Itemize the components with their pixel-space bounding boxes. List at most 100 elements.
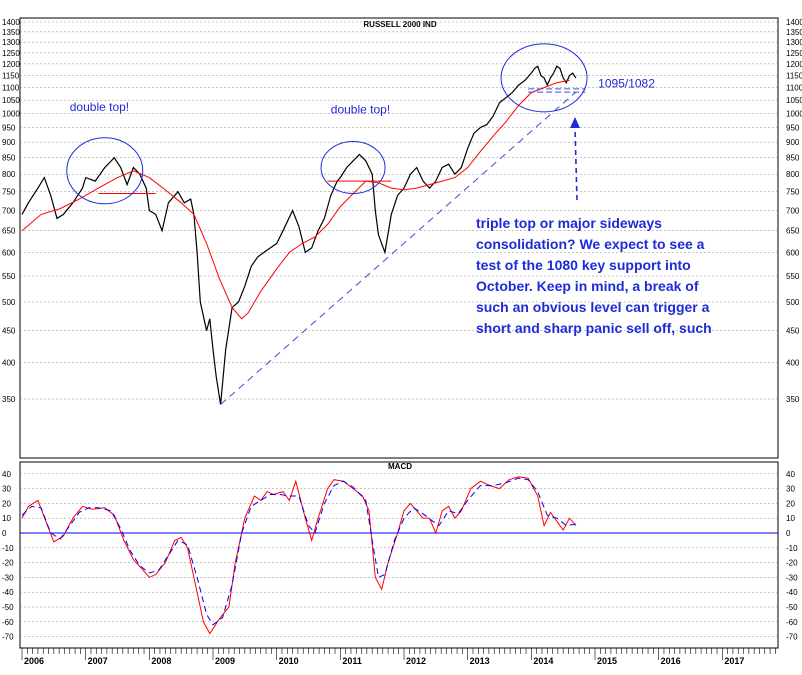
- price-y-tick-right: 500: [786, 298, 800, 307]
- double-top-ellipse: [66, 137, 144, 205]
- macd-y-tick-right: -40: [786, 588, 798, 597]
- commentary-line: consolidation? We expect to see a: [476, 236, 705, 252]
- price-y-tick-left: 900: [2, 138, 16, 147]
- commentary-line: October. Keep in mind, a break of: [476, 278, 699, 294]
- macd-y-tick-left: -30: [2, 573, 14, 582]
- x-tick-label: 2014: [533, 656, 553, 666]
- price-y-tick-left: 1300: [2, 38, 20, 47]
- price-y-tick-right: 450: [786, 327, 800, 336]
- price-y-tick-right: 950: [786, 123, 800, 132]
- price-y-tick-left: 400: [2, 359, 16, 368]
- arrow-head: [570, 117, 580, 128]
- price-y-tick-right: 1150: [786, 71, 802, 80]
- price-y-tick-left: 450: [2, 327, 16, 336]
- annotation-text: double top!: [331, 103, 390, 117]
- x-tick-label: 2008: [151, 656, 171, 666]
- macd-line: [21, 476, 577, 635]
- triple-top-ellipse: [500, 43, 588, 113]
- price-y-tick-right: 350: [786, 395, 800, 404]
- price-y-tick-right: 1300: [786, 38, 802, 47]
- support-trendline: [220, 91, 577, 405]
- annotation-text: 1095/1082: [598, 77, 655, 91]
- price-y-tick-left: 950: [2, 123, 16, 132]
- price-y-tick-left: 1100: [2, 84, 20, 93]
- price-y-tick-left: 1400: [2, 18, 20, 27]
- x-tick-label: 2011: [342, 656, 362, 666]
- price-y-tick-right: 400: [786, 359, 800, 368]
- x-tick-label: 2009: [215, 656, 235, 666]
- macd-y-tick-right: 30: [786, 485, 795, 494]
- price-y-tick-right: 750: [786, 188, 800, 197]
- macd-y-tick-left: 30: [2, 485, 11, 494]
- price-y-tick-right: 1350: [786, 28, 802, 37]
- price-y-tick-left: 600: [2, 248, 16, 257]
- macd-y-tick-left: -60: [2, 618, 14, 627]
- price-y-tick-right: 1400: [786, 18, 802, 27]
- price-y-tick-right: 1250: [786, 49, 802, 58]
- price-y-tick-right: 850: [786, 154, 800, 163]
- price-y-tick-right: 1200: [786, 60, 802, 69]
- commentary-line: short and sharp panic sell off, such: [476, 320, 712, 336]
- price-y-tick-right: 1050: [786, 96, 802, 105]
- price-y-tick-left: 850: [2, 154, 16, 163]
- macd-y-tick-left: 40: [2, 470, 11, 479]
- price-y-tick-right: 550: [786, 272, 800, 281]
- macd-y-tick-left: -20: [2, 559, 14, 568]
- macd-title: MACD: [388, 462, 412, 471]
- price-y-tick-left: 750: [2, 188, 16, 197]
- macd-y-tick-left: -70: [2, 633, 14, 642]
- price-y-tick-right: 700: [786, 206, 800, 215]
- x-tick-label: 2007: [88, 656, 108, 666]
- macd-y-tick-right: -50: [786, 603, 798, 612]
- macd-y-tick-right: 10: [786, 514, 795, 523]
- price-y-tick-right: 600: [786, 248, 800, 257]
- macd-y-tick-right: -20: [786, 559, 798, 568]
- price-y-tick-left: 800: [2, 170, 16, 179]
- macd-y-tick-right: 40: [786, 470, 795, 479]
- chart-title: RUSSELL 2000 IND: [363, 20, 436, 29]
- double-top-ellipse: [320, 140, 386, 194]
- macd-y-tick-right: 0: [786, 529, 791, 538]
- price-y-tick-left: 500: [2, 298, 16, 307]
- macd-y-tick-right: -10: [786, 544, 798, 553]
- x-tick-label: 2016: [661, 656, 681, 666]
- price-y-tick-left: 1150: [2, 71, 20, 80]
- x-tick-label: 2012: [406, 656, 426, 666]
- price-y-tick-right: 1100: [786, 84, 802, 93]
- price-panel: [19, 17, 779, 459]
- macd-y-tick-right: 20: [786, 499, 795, 508]
- price-y-tick-left: 550: [2, 272, 16, 281]
- x-tick-label: 2010: [279, 656, 299, 666]
- commentary-line: such an obvious level can trigger a: [476, 299, 710, 315]
- commentary-line: triple top or major sideways: [476, 215, 662, 231]
- arrow-shaft: [574, 127, 578, 201]
- x-tick-label: 2017: [724, 656, 744, 666]
- macd-y-tick-left: -10: [2, 544, 14, 553]
- macd-y-tick-left: -50: [2, 603, 14, 612]
- macd-y-tick-left: -40: [2, 588, 14, 597]
- price-y-tick-left: 1250: [2, 49, 20, 58]
- macd-y-tick-right: -70: [786, 633, 798, 642]
- annotation-text: double top!: [70, 100, 129, 114]
- commentary-line: test of the 1080 key support into: [476, 257, 691, 273]
- price-series-line: [21, 65, 577, 405]
- x-tick-label: 2006: [24, 656, 44, 666]
- macd-y-tick-right: -30: [786, 573, 798, 582]
- price-y-tick-right: 800: [786, 170, 800, 179]
- x-tick-label: 2013: [470, 656, 490, 666]
- price-y-tick-left: 1000: [2, 110, 20, 119]
- price-y-tick-left: 1350: [2, 28, 20, 37]
- price-y-tick-left: 700: [2, 206, 16, 215]
- price-y-tick-left: 1200: [2, 60, 20, 69]
- price-y-tick-left: 1050: [2, 96, 20, 105]
- macd-signal-line: [21, 477, 576, 626]
- price-y-tick-right: 900: [786, 138, 800, 147]
- macd-y-tick-left: 0: [2, 529, 7, 538]
- macd-y-tick-left: 10: [2, 514, 11, 523]
- macd-y-tick-right: -60: [786, 618, 798, 627]
- macd-y-tick-left: 20: [2, 499, 11, 508]
- price-y-tick-right: 650: [786, 227, 800, 236]
- price-y-tick-left: 350: [2, 395, 16, 404]
- moving-average-line: [21, 79, 570, 320]
